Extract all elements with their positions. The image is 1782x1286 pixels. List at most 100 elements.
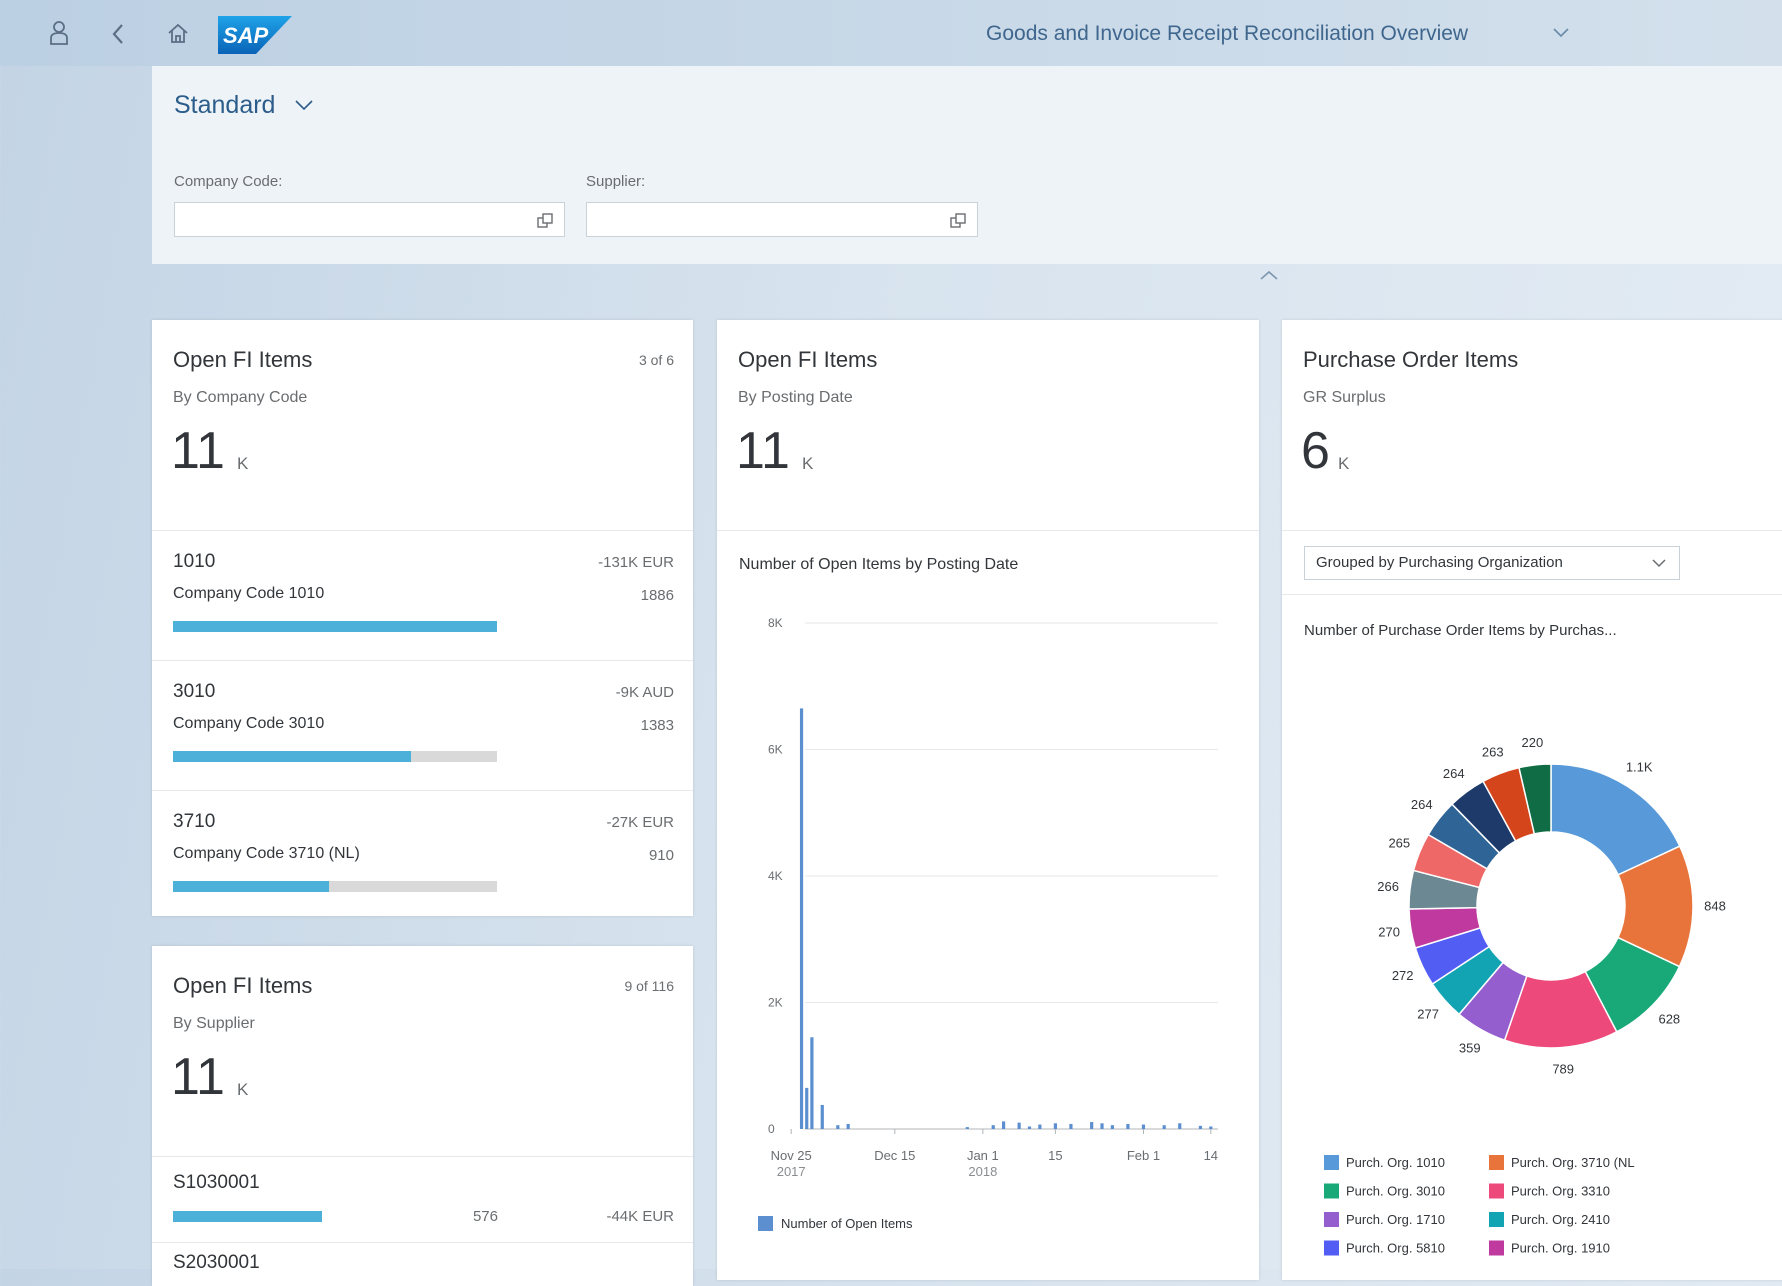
data-label: 265 (1388, 836, 1410, 851)
data-label: 1.1K (1626, 760, 1653, 775)
legend-swatch (1489, 1240, 1504, 1256)
card-title: Open FI Items (173, 973, 313, 998)
sap-logo[interactable]: SAP (218, 16, 292, 54)
card-title: Purchase Order Items (1303, 347, 1519, 372)
x-tick-label: Nov 25 (771, 1148, 812, 1163)
chart: 1.1K 848 628 789 359 277 272 270 266 265 264 264 263… (1324, 735, 1726, 1256)
legend-swatch (758, 1216, 773, 1231)
data-label: 848 (1704, 898, 1726, 913)
legend-label: Purch. Org. 1010 (1346, 1155, 1445, 1170)
item-id: S1030001 (173, 1172, 260, 1193)
legend-swatch (1489, 1212, 1504, 1227)
card-title: Open FI Items (173, 347, 313, 372)
divider (152, 530, 693, 531)
bar (1209, 1126, 1213, 1129)
divider (717, 530, 1259, 531)
item-count: 1383 (640, 717, 674, 734)
kpi-unit: K (802, 454, 814, 473)
select-chevron[interactable] (1651, 558, 1667, 570)
card[interactable]: Open FI Items 9 of 116 By Supplier 11 K S1030… (152, 946, 693, 1286)
data-label: 277 (1417, 1007, 1439, 1022)
legend-swatch (1324, 1240, 1339, 1256)
legend-swatch (1324, 1183, 1339, 1199)
bar (1090, 1122, 1094, 1129)
x-tick-label: 15 (1048, 1148, 1062, 1163)
bar (1162, 1125, 1166, 1129)
divider (152, 1242, 693, 1243)
item-count: 576 (472, 1208, 498, 1225)
bar (836, 1125, 840, 1129)
y-tick-label: 0 (768, 1122, 775, 1136)
card[interactable]: Purchase Order Items GR Surplus 6 K Grouped … (1282, 320, 1782, 1280)
group-by-select[interactable]: Grouped by Purchasing Organization (1304, 546, 1680, 580)
app-title[interactable]: Goods and Invoice Receipt Reconciliation… (986, 22, 1469, 45)
divider (1282, 594, 1782, 595)
title-chevron[interactable] (1552, 26, 1570, 40)
bar (810, 1037, 814, 1129)
divider (152, 660, 693, 661)
data-label: 264 (1443, 766, 1465, 781)
user-icon[interactable] (48, 20, 70, 46)
kpi-value: 11 (171, 422, 225, 480)
progress-bar (173, 881, 330, 892)
card[interactable]: Open FI Items 3 of 6 By Company Code 11 K 101… (152, 320, 693, 916)
card-subtitle: GR Surplus (1303, 389, 1386, 406)
card-subtitle: By Posting Date (738, 389, 853, 406)
chart-title: Number of Open Items by Posting Date (739, 556, 1019, 573)
item-amount: -9K AUD (615, 684, 674, 701)
legend-swatch (1324, 1155, 1339, 1170)
collapse-button[interactable] (1258, 268, 1280, 282)
data-label: 628 (1658, 1012, 1680, 1027)
x-tick-label: 14 (1204, 1148, 1218, 1163)
value-help-icon[interactable] (536, 212, 554, 230)
legend-label: Purch. Org. 3310 (1511, 1184, 1610, 1199)
filter-label: Company Code: (174, 173, 283, 190)
kpi-unit: K (237, 1080, 249, 1099)
bar (1001, 1121, 1006, 1129)
legend-label: Purch. Org. 3710 (NL (1511, 1155, 1635, 1170)
filter-bar: Standard Company Code: Supplier: (152, 66, 1782, 264)
item-count: 1886 (640, 587, 674, 604)
home-button[interactable] (166, 22, 190, 44)
legend-swatch (1489, 1155, 1504, 1170)
bar (1198, 1125, 1203, 1129)
legend-label: Number of Open Items (781, 1216, 913, 1231)
y-tick-label: 4K (768, 869, 783, 883)
bar (1141, 1124, 1146, 1129)
variant-chevron[interactable] (294, 98, 314, 112)
kpi-unit: K (237, 454, 249, 473)
filter-label: Supplier: (586, 173, 646, 190)
y-tick-label: 8K (768, 616, 783, 630)
bar (805, 1087, 809, 1129)
data-label: 270 (1378, 924, 1400, 939)
bar (820, 1104, 824, 1129)
data-label: 263 (1482, 745, 1504, 760)
bar (991, 1125, 995, 1129)
legend-label: Purch. Org. 2410 (1511, 1212, 1610, 1227)
value-help-icon[interactable] (949, 212, 967, 230)
company-code-input[interactable] (174, 202, 565, 237)
card-counter: 9 of 116 (624, 978, 674, 994)
legend-swatch (1489, 1183, 1504, 1199)
x-tick-label: Dec 15 (874, 1148, 915, 1163)
bar (1053, 1123, 1057, 1129)
donut-slice[interactable] (1518, 763, 1552, 835)
variant-name[interactable]: Standard (174, 91, 276, 119)
x-tick-label: Jan 1 (967, 1148, 999, 1163)
bar (1069, 1123, 1073, 1129)
item-amount: -44K EUR (606, 1208, 674, 1225)
bar (1178, 1123, 1182, 1129)
supplier-input[interactable] (586, 202, 978, 237)
data-label: 266 (1377, 879, 1399, 894)
item-amount: -131K EUR (598, 554, 674, 571)
card[interactable]: Open FI Items By Posting Date 11 K Number of… (717, 320, 1259, 1280)
data-label: 789 (1552, 1062, 1574, 1077)
bar (1038, 1124, 1042, 1129)
donut-slice[interactable] (1550, 763, 1681, 876)
back-button[interactable] (110, 22, 126, 46)
bar (846, 1123, 850, 1129)
bar (1110, 1125, 1114, 1129)
card-title: Open FI Items (738, 347, 878, 372)
